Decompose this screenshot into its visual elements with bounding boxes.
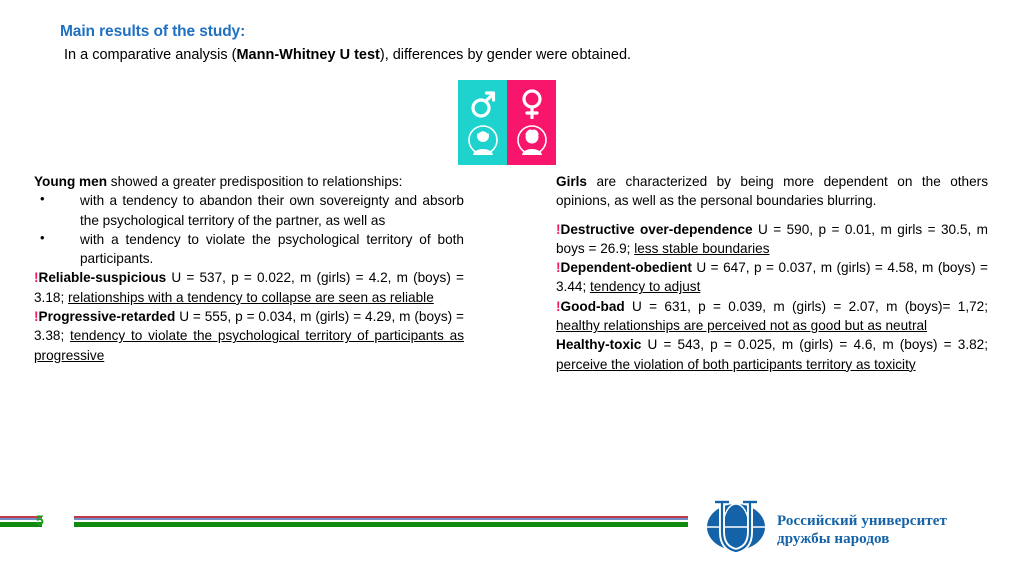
- right-text-column: Girls are characterized by being more de…: [556, 172, 988, 374]
- page-title: Main results of the study:: [60, 23, 246, 40]
- stripe-green: [74, 522, 688, 527]
- stat-conclusion: perceive the violation of both participa…: [556, 356, 916, 372]
- gender-illustration: [458, 80, 556, 165]
- right-stat-healthy-toxic: Healthy-toxic U = 543, p = 0.025, m (gir…: [556, 335, 988, 374]
- subtitle-pre: In a comparative analysis (: [64, 46, 237, 63]
- stat-term: Progressive-retarded: [38, 309, 176, 325]
- stat-values: U = 590, p = 0.01, m girls = 30.5, m boy…: [556, 221, 988, 256]
- stat-term: Reliable-suspicious: [38, 270, 167, 286]
- page-number: 5: [36, 512, 44, 528]
- female-avatar-icon: [516, 124, 548, 161]
- male-avatar-icon: [467, 124, 499, 161]
- stripe-blue: [0, 518, 42, 520]
- stat-values: U = 537, p = 0.022, m (girls) = 4.2, m (…: [34, 270, 464, 305]
- spacer: [556, 211, 988, 220]
- header-subtitle: In a comparative analysis (Mann-Whitney …: [60, 45, 960, 67]
- right-intro-paragraph: Girls are characterized by being more de…: [556, 172, 988, 211]
- stat-conclusion: healthy relationships are perceived not …: [556, 318, 928, 334]
- list-item: with a tendency to violate the psycholog…: [34, 229, 464, 269]
- left-text-column: Young men showed a greater predispositio…: [34, 172, 464, 365]
- stat-conclusion: tendency to violate the psychological te…: [34, 328, 464, 363]
- stripe-blue: [74, 518, 688, 520]
- rudn-globe-logo-icon: [705, 498, 767, 561]
- exclamation-icon: !: [556, 298, 561, 314]
- stat-conclusion: less stable boundaries: [634, 240, 770, 256]
- right-stat-dependent-obedient: !Dependent-obedient U = 647, p = 0.037, …: [556, 258, 988, 297]
- stat-term: Healthy-toxic: [556, 337, 642, 353]
- stat-values: U = 555, p = 0.034, m (girls) = 4.29, m …: [34, 309, 464, 344]
- female-symbol-icon: [519, 89, 545, 124]
- left-stat-progressive-retarded: !Progressive-retarded U = 555, p = 0.034…: [34, 307, 464, 365]
- right-stat-destructive-over-dependence: !Destructive over-dependence U = 590, p …: [556, 220, 988, 259]
- male-panel: [458, 80, 507, 165]
- stat-conclusion: relationships with a tendency to collaps…: [68, 289, 434, 305]
- exclamation-icon: !: [556, 221, 561, 237]
- male-symbol-icon: [470, 89, 496, 124]
- stat-values: U = 647, p = 0.037, m (girls) = 4.58, m …: [556, 260, 988, 295]
- slide-header: Main results of the study: In a comparat…: [60, 22, 960, 67]
- stripe-green: [0, 522, 42, 527]
- left-intro-subject: Young men: [34, 174, 107, 189]
- stat-term: Dependent-obedient: [560, 260, 692, 276]
- rudn-logo-line2: дружбы народов: [777, 530, 890, 547]
- stat-term: Good-bad: [560, 298, 625, 314]
- stat-term: Destructive over-dependence: [560, 221, 753, 237]
- subtitle-post: ), differences by gender were obtained.: [379, 46, 632, 63]
- stat-values: U = 543, p = 0.025, m (girls) = 4.6, m (…: [641, 337, 988, 353]
- female-panel: [507, 80, 556, 165]
- left-stat-reliable-suspicious: !Reliable-suspicious U = 537, p = 0.022,…: [34, 268, 464, 307]
- subtitle-test-name: Mann-Whitney U test: [236, 46, 380, 63]
- left-intro-rest: showed a greater predisposition to relat…: [107, 174, 403, 189]
- stat-values: U = 631, p = 0.039, m (girls) = 2.07, m …: [624, 298, 988, 314]
- right-intro-rest: are characterized by being more dependen…: [556, 174, 988, 209]
- rudn-logo: Российский университет дружбы народов: [705, 498, 947, 561]
- exclamation-icon: !: [34, 309, 39, 325]
- left-bullet-list: with a tendency to abandon their own sov…: [34, 190, 464, 269]
- stripe-white: [74, 520, 688, 522]
- exclamation-icon: !: [556, 260, 561, 276]
- stripe-red: [74, 516, 688, 518]
- stat-conclusion: tendency to adjust: [590, 279, 701, 295]
- stripe-red: [0, 516, 42, 518]
- footer-stripe-right: [74, 516, 688, 529]
- stripe-white: [0, 520, 42, 522]
- rudn-logo-line1: Российский университет: [777, 512, 948, 529]
- list-item: with a tendency to abandon their own sov…: [34, 190, 464, 230]
- right-stat-good-bad: !Good-bad U = 631, p = 0.039, m (girls) …: [556, 297, 988, 336]
- left-intro-paragraph: Young men showed a greater predispositio…: [34, 172, 464, 191]
- exclamation-icon: !: [34, 270, 39, 286]
- footer-stripe-left: [0, 516, 42, 529]
- rudn-logo-text: Российский университет дружбы народов: [777, 512, 947, 548]
- right-intro-subject: Girls: [556, 174, 587, 189]
